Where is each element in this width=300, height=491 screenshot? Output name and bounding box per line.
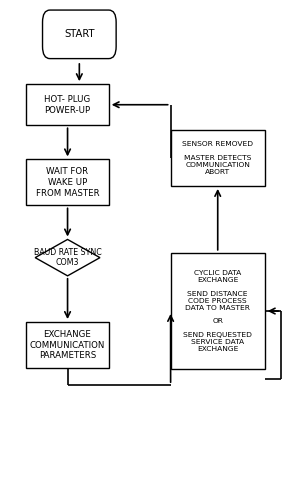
Text: EXCHANGE
COMMUNICATION
PARAMETERS: EXCHANGE COMMUNICATION PARAMETERS [30,330,105,360]
Text: SENSOR REMOVED

MASTER DETECTS
COMMUNICATION
ABORT: SENSOR REMOVED MASTER DETECTS COMMUNICAT… [182,141,253,175]
Text: CYCLIC DATA
EXCHANGE

SEND DISTANCE
CODE PROCESS
DATA TO MASTER

OR

SEND REQUES: CYCLIC DATA EXCHANGE SEND DISTANCE CODE … [183,270,252,352]
FancyBboxPatch shape [171,130,265,186]
Text: BAUD RATE SYNC
COM3: BAUD RATE SYNC COM3 [34,248,101,267]
Polygon shape [35,240,100,276]
FancyBboxPatch shape [26,84,109,125]
Text: WAIT FOR
WAKE UP
FROM MASTER: WAIT FOR WAKE UP FROM MASTER [36,167,99,198]
FancyBboxPatch shape [26,160,109,205]
FancyBboxPatch shape [171,253,265,369]
FancyBboxPatch shape [43,10,116,58]
Text: START: START [64,29,94,39]
Text: HOT- PLUG
POWER-UP: HOT- PLUG POWER-UP [44,95,91,114]
FancyBboxPatch shape [26,322,109,368]
